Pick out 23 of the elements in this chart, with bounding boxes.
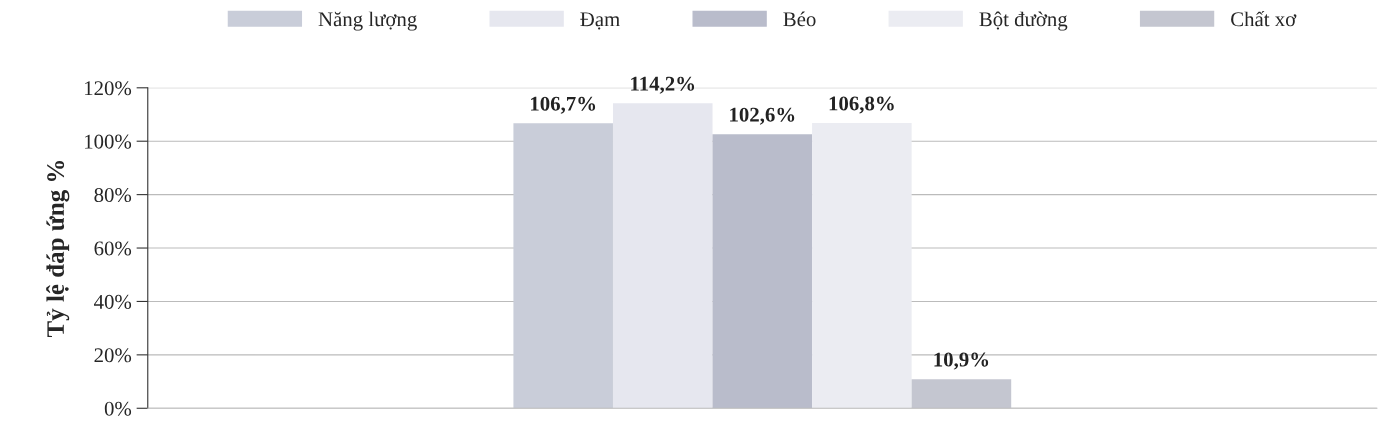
y-tick-label: 20% (94, 348, 132, 363)
legend-label: Đạm (580, 12, 620, 30)
y-axis-title: Tỷ lệ đáp ứng % (46, 160, 70, 338)
legend-label: Chất xơ (1231, 11, 1297, 27)
bar (911, 379, 1012, 409)
bar (712, 134, 813, 409)
data-label: 106,7% (531, 96, 596, 114)
y-tick-label: 120% (85, 81, 132, 96)
y-tick-label: 80% (94, 188, 132, 203)
legend-label: Năng lượng (318, 11, 417, 31)
y-tick-label: 60% (94, 241, 132, 256)
bar (513, 123, 613, 409)
y-tick-label: 40% (94, 294, 132, 309)
bar (612, 103, 713, 409)
legend-label: Bột đường (979, 11, 1068, 31)
y-tick-label: 100% (85, 134, 132, 149)
y-tick-label: 0% (104, 401, 132, 416)
data-label: 10,9% (934, 352, 989, 370)
bar (812, 123, 912, 409)
legend-label: Béo (783, 11, 816, 27)
data-label: 106,8% (829, 96, 894, 114)
data-label: 114,2% (631, 76, 695, 94)
data-label: 102,6% (730, 107, 795, 125)
